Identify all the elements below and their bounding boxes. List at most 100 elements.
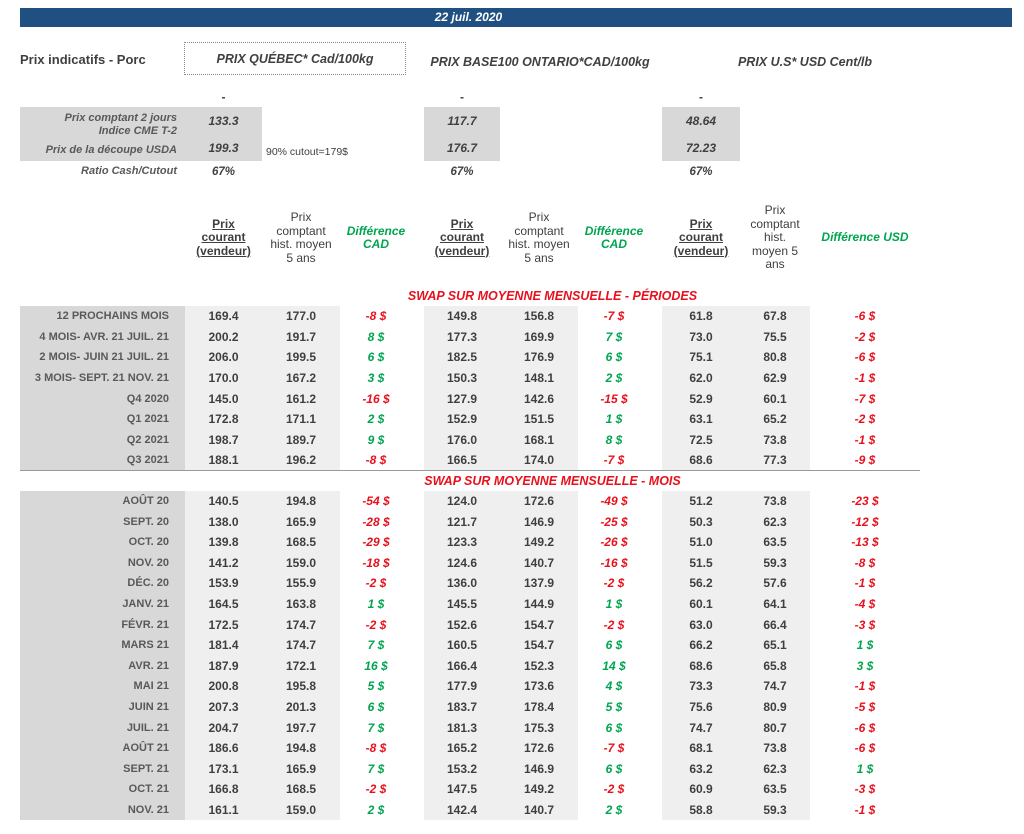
column-gap xyxy=(650,531,662,553)
column-gap xyxy=(650,717,662,738)
hist-price-cell: 62.9 xyxy=(740,367,810,389)
difference-cell: -49 $ xyxy=(578,490,650,512)
col-header-current-ontario: Prix courant (vendeur) xyxy=(434,216,490,258)
difference-cell: 8 $ xyxy=(578,429,650,451)
cme-index-us: 48.64 xyxy=(685,113,717,128)
current-price-cell: 181.4 xyxy=(185,634,262,656)
difference-cell: -2 $ xyxy=(340,573,412,594)
hist-price-cell: 65.1 xyxy=(740,634,810,656)
hist-price-cell: 154.7 xyxy=(500,614,578,635)
current-price-cell: 182.5 xyxy=(424,347,500,368)
column-gap xyxy=(412,388,424,409)
table-row: NOV. 20 141.2 159.0 -18 $ 124.6 140.7 -16 $ 51.… xyxy=(20,552,920,574)
table-row: Q4 2020 145.0 161.2 -16 $ 127.9 142.6 -15 $ 52.… xyxy=(20,388,920,409)
hist-price-cell: 172.6 xyxy=(500,490,578,512)
hist-price-cell: 163.8 xyxy=(262,593,340,615)
ratio-ontario: 67% xyxy=(450,166,474,178)
usda-cutout-quebec: 199.3 xyxy=(208,140,239,155)
col-header-current-us: Prix courant (vendeur) xyxy=(673,216,729,258)
current-price-cell: 51.5 xyxy=(662,552,740,574)
difference-cell: 6 $ xyxy=(578,347,650,368)
difference-cell: 1 $ xyxy=(578,408,650,430)
current-price-cell: 187.9 xyxy=(185,655,262,677)
table-row: MAI 21 200.8 195.8 5 $ 177.9 173.6 4 $ 73.3 74.7… xyxy=(20,676,920,697)
current-price-cell: 166.5 xyxy=(424,450,500,471)
current-price-cell: 141.2 xyxy=(185,552,262,574)
difference-cell: -8 $ xyxy=(340,737,412,759)
hist-price-cell: 144.9 xyxy=(500,593,578,615)
hist-price-cell: 172.1 xyxy=(262,655,340,677)
hist-price-cell: 146.9 xyxy=(500,511,578,532)
row-label: 3 MOIS- SEPT. 21 NOV. 21 xyxy=(20,367,185,389)
table-row: 3 MOIS- SEPT. 21 NOV. 21 170.0 167.2 3 $ 150… xyxy=(20,367,920,389)
region-title-quebec: PRIX QUÉBEC* Cad/100kg xyxy=(184,42,406,75)
current-price-cell: 72.5 xyxy=(662,429,740,451)
column-gap xyxy=(650,306,662,327)
column-gap xyxy=(412,306,424,327)
hist-price-cell: 174.7 xyxy=(262,634,340,656)
difference-cell: -25 $ xyxy=(578,511,650,532)
row-label: NOV. 20 xyxy=(20,552,185,574)
column-gap xyxy=(412,429,424,451)
ratio-quebec: 67% xyxy=(211,166,236,178)
difference-cell: -3 $ xyxy=(810,779,920,800)
current-price-cell: 152.9 xyxy=(424,408,500,430)
hist-price-cell: 57.6 xyxy=(740,573,810,594)
hist-price-cell: 77.3 xyxy=(740,450,810,471)
row-label: 4 MOIS- AVR. 21 JUIL. 21 xyxy=(20,326,185,348)
row-label: Q1 2021 xyxy=(20,408,185,430)
section-spacer xyxy=(20,286,185,306)
table-row: 4 MOIS- AVR. 21 JUIL. 21 200.2 191.7 8 $ 177… xyxy=(20,326,920,348)
difference-cell: -16 $ xyxy=(578,552,650,574)
column-gap xyxy=(412,367,424,389)
difference-cell: 6 $ xyxy=(578,717,650,738)
table-row: SEPT. 21 173.1 165.9 7 $ 153.2 146.9 6 $ 63.2 62… xyxy=(20,758,920,780)
hist-price-cell: 73.8 xyxy=(740,490,810,512)
table-row: NOV. 21 161.1 159.0 2 $142.4 140.7 2 $58.8 59.… xyxy=(20,799,920,821)
hist-price-cell: 137.9 xyxy=(500,573,578,594)
current-price-cell: 176.0 xyxy=(424,429,500,451)
hist-price-cell: 168.5 xyxy=(262,779,340,800)
difference-cell: -7 $ xyxy=(578,450,650,471)
current-price-cell: 56.2 xyxy=(662,573,740,594)
hist-price-cell: 149.2 xyxy=(500,531,578,553)
current-price-cell: 63.1 xyxy=(662,408,740,430)
difference-cell: 6 $ xyxy=(578,758,650,780)
table-row: OCT. 20 139.8 168.5 -29 $ 123.3 149.2 -26 $ 51.… xyxy=(20,531,920,553)
spot-label-cme: Prix comptant 2 jours Indice CME T-2 xyxy=(64,112,177,137)
hist-price-cell: 173.6 xyxy=(500,676,578,697)
current-price-cell: 150.3 xyxy=(424,367,500,389)
table-row: JUIN 21 207.3 201.3 6 $ 183.7 178.4 5 $ 75.6 80.… xyxy=(20,696,920,718)
column-gap xyxy=(412,531,424,553)
spot-label-usda: Prix de la découpe USDA xyxy=(45,144,177,156)
current-price-cell: 124.0 xyxy=(424,490,500,512)
difference-cell: 3 $ xyxy=(340,367,412,389)
difference-cell: -2 $ xyxy=(340,614,412,635)
column-gap xyxy=(650,408,662,430)
hist-price-cell: 191.7 xyxy=(262,326,340,348)
current-price-cell: 140.5 xyxy=(185,490,262,512)
hist-price-cell: 169.9 xyxy=(500,326,578,348)
row-label: DÉC. 20 xyxy=(20,573,185,594)
column-gap xyxy=(412,758,424,780)
difference-cell: -6 $ xyxy=(810,737,920,759)
hist-price-cell: 80.9 xyxy=(740,696,810,718)
column-gap xyxy=(650,552,662,574)
current-price-cell: 61.8 xyxy=(662,306,740,327)
current-price-cell: 68.1 xyxy=(662,737,740,759)
current-price-cell: 136.0 xyxy=(424,573,500,594)
current-price-cell: 153.9 xyxy=(185,573,262,594)
current-price-cell: 204.7 xyxy=(185,717,262,738)
current-price-cell: 166.8 xyxy=(185,779,262,800)
difference-cell: -2 $ xyxy=(810,326,920,348)
current-price-cell: 198.7 xyxy=(185,429,262,451)
current-price-cell: 74.7 xyxy=(662,717,740,738)
hist-price-cell: 62.3 xyxy=(740,511,810,532)
difference-cell: 7 $ xyxy=(340,717,412,738)
section-title: SWAP SUR MOYENNE MENSUELLE - PÉRIODES xyxy=(407,289,698,303)
hist-price-cell: 73.8 xyxy=(740,429,810,451)
difference-cell: -2 $ xyxy=(578,573,650,594)
dash-ontario: - xyxy=(460,90,464,104)
row-label: NOV. 21 xyxy=(20,799,185,821)
date-banner: 22 juil. 2020 xyxy=(20,8,1012,27)
